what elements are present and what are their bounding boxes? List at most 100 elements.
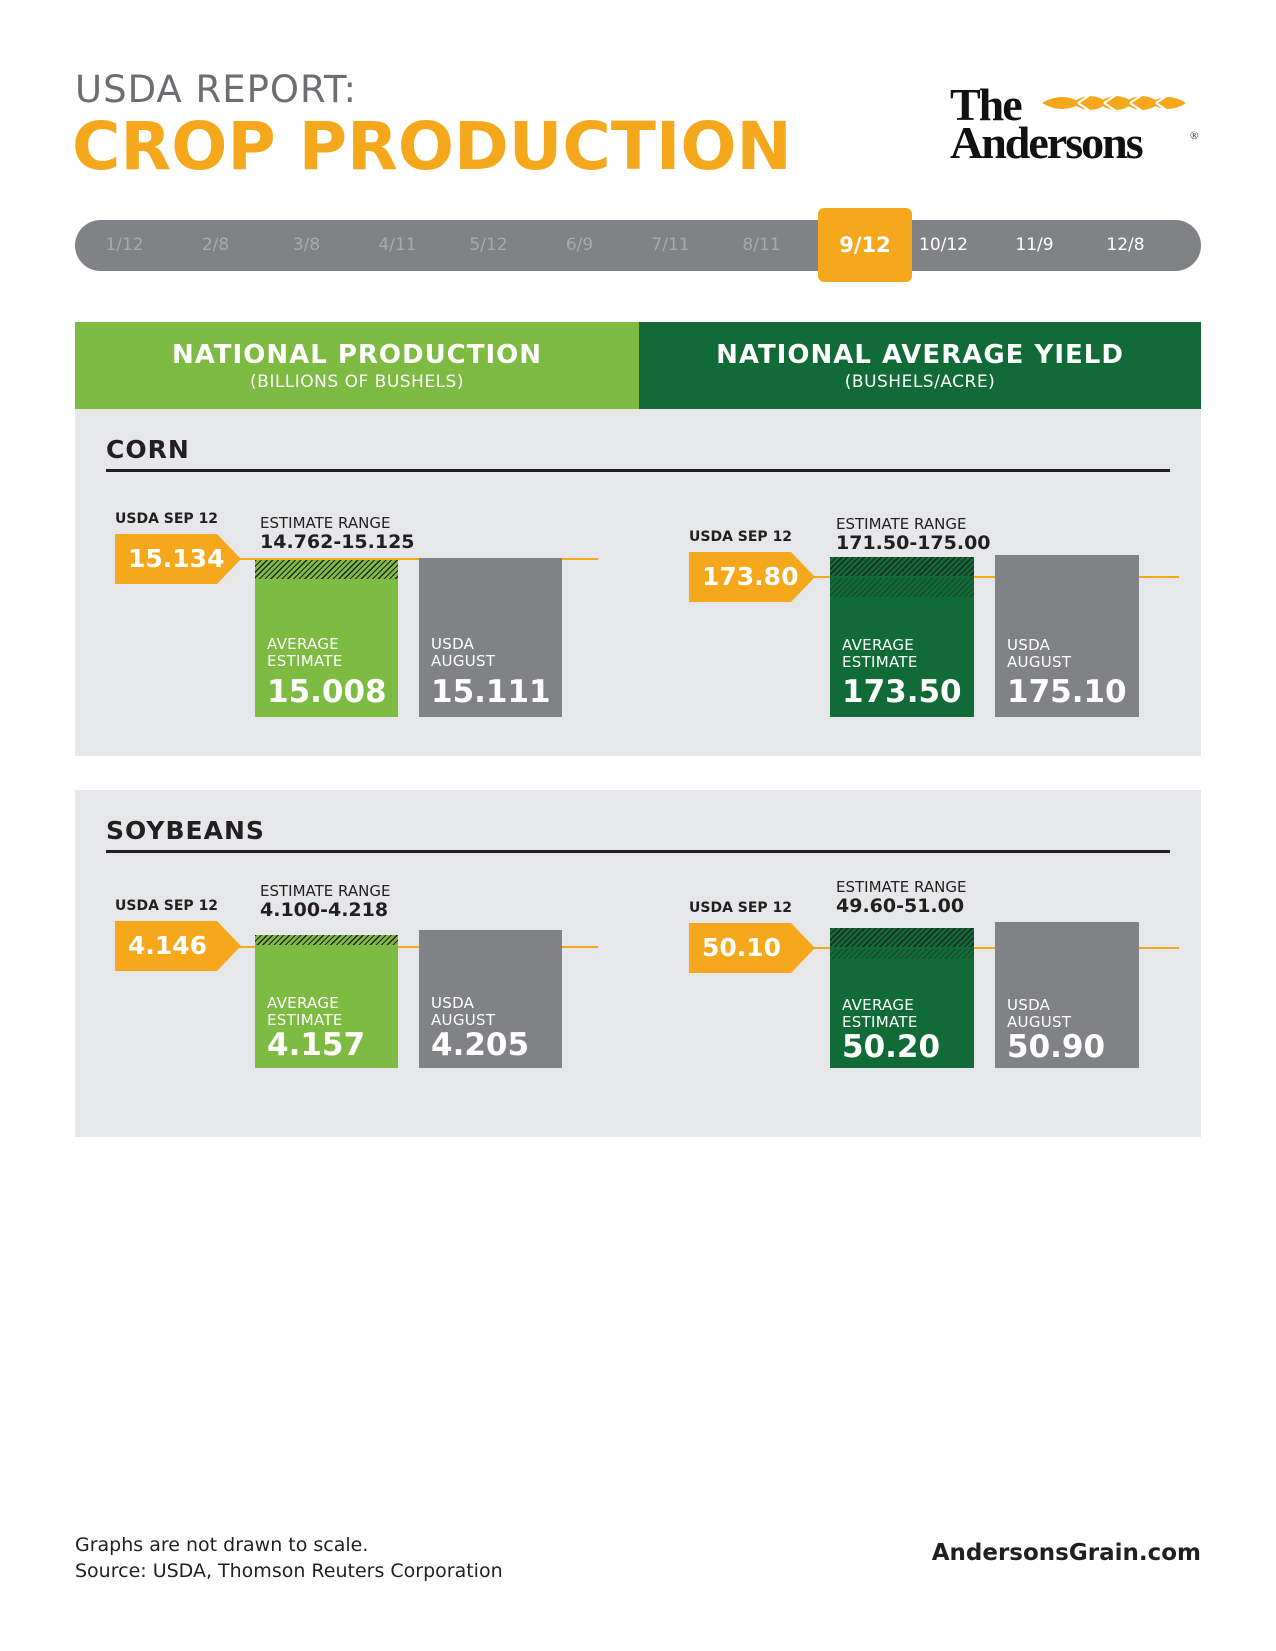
national-production-header: NATIONAL PRODUCTION (BILLIONS OF BUSHELS…: [75, 322, 639, 409]
soybeans-panel: SOYBEANS USDA SEP 12 4.146 ESTIMATE RANG…: [75, 790, 1201, 1137]
bar-label-line-2: AUGUST: [431, 1011, 496, 1029]
usda-sep-label: USDA SEP 12: [115, 898, 219, 914]
estimate-range-label: ESTIMATE RANGE: [260, 514, 391, 532]
scale-note: Graphs are not drawn to scale.: [75, 1534, 369, 1556]
average-estimate-bar: AVERAGE ESTIMATE 4.157: [255, 935, 398, 1068]
bar-label-line-1: USDA: [1007, 996, 1051, 1014]
usda-sep-label: USDA SEP 12: [689, 529, 793, 545]
timeline-date[interactable]: 6/9: [565, 235, 594, 255]
bar-label-line-1: AVERAGE: [267, 635, 340, 653]
estimate-range-hatch: [830, 557, 974, 576]
bar-label: AVERAGE ESTIMATE: [267, 636, 343, 670]
bar-label: USDA AUGUST: [431, 636, 495, 670]
tag-body: [115, 534, 217, 584]
website-link[interactable]: AndersonsGrain.com: [931, 1540, 1201, 1566]
estimate-range-hatch: [830, 928, 974, 947]
bar-label-line-2: AUGUST: [1007, 1013, 1072, 1031]
usda-august-bar: USDA AUGUST 4.205: [419, 930, 562, 1068]
bar-label-line-1: AVERAGE: [267, 994, 340, 1012]
timeline-date-active[interactable]: 9/12: [818, 208, 912, 282]
bar-label: AVERAGE ESTIMATE: [267, 995, 343, 1029]
timeline-date[interactable]: 7/11: [651, 235, 690, 255]
average-estimate-value: 4.157: [267, 1027, 366, 1063]
bar-label-line-2: ESTIMATE: [842, 653, 918, 671]
usda-august-value: 175.10: [1007, 674, 1127, 710]
estimate-range-hatch-lower: [830, 949, 974, 959]
logo-registered-mark: ®: [1190, 130, 1199, 142]
timeline-date[interactable]: 12/8: [1106, 235, 1145, 255]
estimate-range-value: 171.50-175.00: [836, 532, 991, 554]
bar-label: USDA AUGUST: [431, 995, 495, 1029]
timeline-date[interactable]: 5/12: [469, 235, 508, 255]
column-subtitle: (BUSHELS/ACRE): [844, 372, 996, 392]
column-subtitle: (BILLIONS OF BUSHELS): [250, 372, 464, 392]
pre-title: USDA REPORT:: [75, 68, 358, 111]
soybeans-yield-chart: USDA SEP 12 50.10 ESTIMATE RANGE 49.60-5…: [689, 878, 1189, 1150]
bar-label: AVERAGE ESTIMATE: [842, 997, 918, 1031]
timeline-date[interactable]: 3/8: [292, 235, 321, 255]
average-estimate-bar: AVERAGE ESTIMATE 173.50: [830, 557, 974, 717]
usda-sep-line: [235, 558, 598, 560]
bar-label: USDA AUGUST: [1007, 997, 1071, 1031]
estimate-range-value: 49.60-51.00: [836, 895, 965, 917]
estimate-range-hatch: [255, 935, 398, 945]
usda-sep-label: USDA SEP 12: [115, 511, 219, 527]
usda-sep-value-tag: 50.10: [689, 923, 815, 973]
national-yield-header: NATIONAL AVERAGE YIELD (BUSHELS/ACRE): [639, 322, 1201, 409]
usda-sep-value-tag: 4.146: [115, 921, 241, 971]
bar-label-line-1: AVERAGE: [842, 996, 915, 1014]
timeline-date[interactable]: 11/9: [1015, 235, 1054, 255]
usda-august-value: 50.90: [1007, 1029, 1106, 1065]
usda-august-bar: USDA AUGUST 175.10: [995, 555, 1139, 717]
average-estimate-bar: AVERAGE ESTIMATE 50.20: [830, 928, 974, 1068]
usda-sep-value: 50.10: [702, 933, 782, 962]
usda-sep-value: 4.146: [128, 931, 208, 960]
bar-label: USDA AUGUST: [1007, 637, 1071, 671]
usda-sep-value: 15.134: [128, 544, 225, 573]
bar-label: AVERAGE ESTIMATE: [842, 637, 918, 671]
estimate-range-hatch: [255, 560, 398, 579]
corn-yield-chart: USDA SEP 12 173.80 ESTIMATE RANGE 171.50…: [689, 509, 1189, 769]
column-title: NATIONAL PRODUCTION: [171, 340, 543, 370]
page-title: CROP PRODUCTION: [72, 108, 792, 185]
crop-title: SOYBEANS: [106, 816, 265, 845]
timeline-date[interactable]: 2/8: [201, 235, 230, 255]
usda-sep-line: [235, 946, 598, 948]
average-estimate-value: 15.008: [267, 674, 387, 710]
average-estimate-value: 173.50: [842, 674, 962, 710]
bar-label-line-2: AUGUST: [1007, 653, 1072, 671]
average-estimate-bar: AVERAGE ESTIMATE 15.008: [255, 560, 398, 717]
logo-line-1: The: [950, 79, 1023, 130]
usda-sep-value-tag: 173.80: [689, 552, 815, 602]
crop-title: CORN: [106, 435, 190, 464]
estimate-range-label: ESTIMATE RANGE: [260, 882, 391, 900]
usda-august-value: 4.205: [431, 1027, 530, 1063]
bar-label-line-2: ESTIMATE: [842, 1013, 918, 1031]
estimate-range-label: ESTIMATE RANGE: [836, 515, 967, 533]
soybeans-production-chart: USDA SEP 12 4.146 ESTIMATE RANGE 4.100-4…: [115, 882, 615, 1150]
bar-label-line-2: AUGUST: [431, 652, 496, 670]
timeline-date[interactable]: 8/11: [742, 235, 781, 255]
bar-label-line-1: USDA: [431, 994, 475, 1012]
average-estimate-value: 50.20: [842, 1029, 941, 1065]
bar-label-line-2: ESTIMATE: [267, 652, 343, 670]
bar-label-line-1: USDA: [1007, 636, 1051, 654]
andersons-logo: The Andersons ®: [950, 82, 1200, 168]
estimate-range-value: 14.762-15.125: [260, 531, 415, 553]
bar-label-line-1: USDA: [431, 635, 475, 653]
timeline-date[interactable]: 10/12: [919, 235, 968, 255]
corn-production-chart: USDA SEP 12 15.134 ESTIMATE RANGE 14.762…: [115, 509, 615, 769]
usda-sep-value: 173.80: [702, 562, 799, 591]
timeline-date[interactable]: 4/11: [378, 235, 417, 255]
usda-sep-label: USDA SEP 12: [689, 900, 793, 916]
estimate-range-hatch-lower: [830, 578, 974, 597]
tag-body: [689, 552, 791, 602]
tag-body: [115, 921, 217, 971]
estimate-range-value: 4.100-4.218: [260, 899, 389, 921]
bar-label-line-1: AVERAGE: [842, 636, 915, 654]
usda-august-bar: USDA AUGUST 15.111: [419, 558, 562, 717]
wheat-icon: [1042, 94, 1186, 112]
timeline-date[interactable]: 1/12: [105, 235, 144, 255]
usda-sep-value-tag: 15.134: [115, 534, 241, 584]
column-title: NATIONAL AVERAGE YIELD: [716, 340, 1124, 370]
